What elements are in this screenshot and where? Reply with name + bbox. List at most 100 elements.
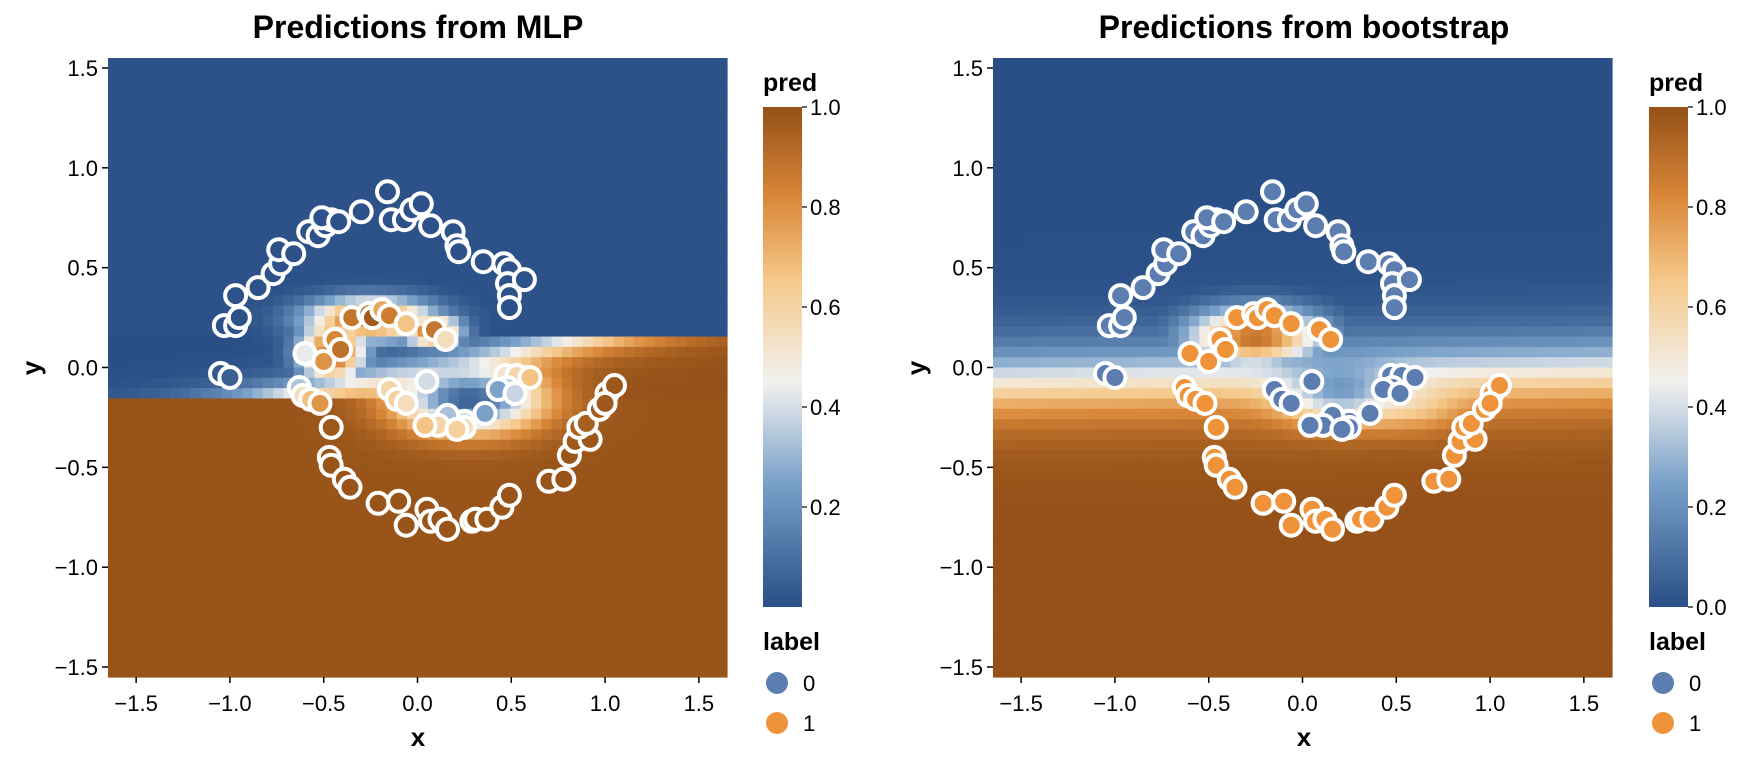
heatmap-cell xyxy=(118,625,129,636)
heatmap-cell xyxy=(531,512,542,523)
heatmap-cell xyxy=(717,89,728,100)
heatmap-cell xyxy=(232,79,243,90)
heatmap-cell xyxy=(675,419,686,430)
heatmap-cell xyxy=(252,79,263,90)
heatmap-cell xyxy=(993,89,1004,100)
heatmap-cell xyxy=(1148,151,1159,162)
heatmap-cell xyxy=(418,646,429,657)
heatmap-cell xyxy=(180,667,191,678)
heatmap-cell xyxy=(283,450,294,461)
heatmap-cell xyxy=(1045,285,1056,296)
heatmap-cell xyxy=(428,285,439,296)
heatmap-cell xyxy=(263,429,274,440)
heatmap-cell xyxy=(283,429,294,440)
heatmap-cell xyxy=(1137,398,1148,409)
heatmap-cell xyxy=(541,440,552,451)
heatmap-cell xyxy=(1003,368,1014,379)
heatmap-cell xyxy=(397,161,408,172)
heatmap-cell xyxy=(706,357,717,368)
heatmap-cell xyxy=(593,254,604,265)
heatmap-cell xyxy=(221,646,232,657)
heatmap-cell xyxy=(387,574,398,585)
heatmap-cell xyxy=(1168,419,1179,430)
colorbar-tick-label: 0.8 xyxy=(810,195,841,220)
heatmap-cell xyxy=(500,337,511,348)
heatmap-cell xyxy=(191,141,202,152)
heatmap-cell xyxy=(1003,68,1014,79)
heatmap-cell xyxy=(1137,419,1148,430)
heatmap-cell xyxy=(108,533,119,544)
heatmap-cell xyxy=(655,615,666,626)
heatmap-cell xyxy=(1137,409,1148,420)
heatmap-cell xyxy=(1106,512,1117,523)
heatmap-cell xyxy=(1106,460,1117,471)
heatmap-cell xyxy=(149,471,160,482)
heatmap-cell xyxy=(1014,68,1025,79)
heatmap-cell xyxy=(232,656,243,667)
heatmap-cell xyxy=(314,378,325,389)
heatmap-cell xyxy=(263,481,274,492)
heatmap-cell xyxy=(675,584,686,595)
heatmap-cell xyxy=(521,337,532,348)
heatmap-cell xyxy=(345,419,356,430)
heatmap-cell xyxy=(221,615,232,626)
heatmap-cell xyxy=(242,192,253,203)
heatmap-cell xyxy=(510,460,521,471)
heatmap-cell xyxy=(283,285,294,296)
heatmap-cell xyxy=(428,295,439,306)
heatmap-cell xyxy=(717,543,728,554)
heatmap-cell xyxy=(1034,264,1045,275)
heatmap-cell xyxy=(614,161,625,172)
heatmap-cell xyxy=(438,388,449,399)
heatmap-cell xyxy=(644,337,655,348)
heatmap-cell xyxy=(490,79,501,90)
heatmap-cell xyxy=(1014,337,1025,348)
heatmap-cell xyxy=(294,68,305,79)
heatmap-cell xyxy=(1076,337,1087,348)
heatmap-cell xyxy=(531,347,542,358)
heatmap-cell xyxy=(614,502,625,513)
heatmap-cell xyxy=(521,419,532,430)
heatmap-cell xyxy=(562,244,573,255)
heatmap-cell xyxy=(366,285,377,296)
heatmap-cell xyxy=(232,625,243,636)
heatmap-cell xyxy=(1106,182,1117,193)
heatmap-cell xyxy=(634,161,645,172)
heatmap-cell xyxy=(1055,141,1066,152)
heatmap-cell xyxy=(675,182,686,193)
heatmap-cell xyxy=(1024,233,1035,244)
heatmap-cell xyxy=(1137,646,1148,657)
heatmap-cell xyxy=(1189,306,1200,317)
heatmap-cell xyxy=(232,151,243,162)
heatmap-cell xyxy=(387,543,398,554)
heatmap-cell xyxy=(1055,368,1066,379)
heatmap-cell xyxy=(1014,213,1025,224)
heatmap-cell xyxy=(1024,130,1035,141)
heatmap-cell xyxy=(459,202,470,213)
heatmap-cell xyxy=(1137,202,1148,213)
heatmap-cell xyxy=(552,182,563,193)
heatmap-cell xyxy=(397,89,408,100)
heatmap-cell xyxy=(1076,68,1087,79)
heatmap-cell xyxy=(129,192,140,203)
heatmap-cell xyxy=(1199,192,1210,203)
heatmap-cell xyxy=(1127,522,1138,533)
heatmap-cell xyxy=(170,553,181,564)
heatmap-cell xyxy=(644,460,655,471)
heatmap-cell xyxy=(1045,316,1056,327)
heatmap-cell xyxy=(191,553,202,564)
heatmap-cell xyxy=(118,553,129,564)
heatmap-cell xyxy=(1003,388,1014,399)
heatmap-cell xyxy=(521,533,532,544)
heatmap-cell xyxy=(294,564,305,575)
heatmap-cell xyxy=(1117,481,1128,492)
heatmap-cell xyxy=(1137,58,1148,69)
heatmap-cell xyxy=(717,58,728,69)
heatmap-cell xyxy=(191,202,202,213)
heatmap-cell xyxy=(160,512,171,523)
heatmap-cell xyxy=(541,89,552,100)
heatmap-cell xyxy=(1065,429,1076,440)
heatmap-cell xyxy=(675,58,686,69)
heatmap-cell xyxy=(1065,625,1076,636)
heatmap-cell xyxy=(1117,223,1128,234)
